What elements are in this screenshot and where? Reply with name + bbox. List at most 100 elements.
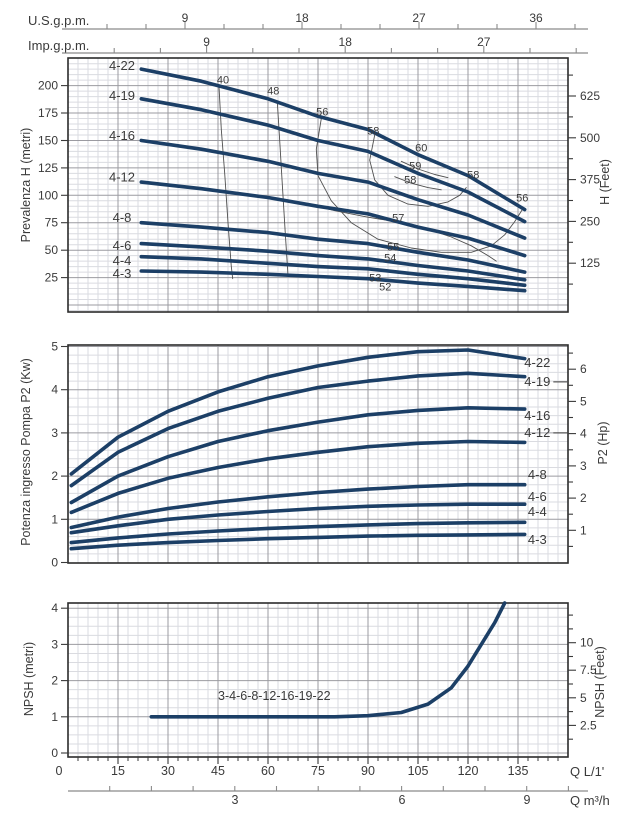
efficiency-label: 59 (409, 161, 421, 173)
us-gpm-tick-label: 27 (412, 11, 426, 25)
efficiency-contour-iso-40 (218, 86, 234, 280)
npsh-chart: 3-4-6-8-12-16-19-22 0 1 2 3 4 2.5 5 7.5 10 (51, 601, 597, 760)
curve-label-4-12: 4-12 (524, 425, 550, 440)
power-kw-tick-label: 1 (51, 512, 58, 526)
imp-gpm-tick-label: 18 (339, 35, 353, 49)
us-gpm-tick-label: 18 (295, 11, 309, 25)
head-m-tick-label: 75 (45, 216, 59, 230)
curve-4-22 (69, 348, 527, 476)
npsh-m-tick-label: 0 (51, 746, 58, 760)
efficiency-contour-iso-59-seg (400, 160, 449, 179)
npsh-m-tick-label: 1 (51, 710, 58, 724)
imp-gpm-tick-label: 9 (203, 35, 210, 49)
curve-label-4-6: 4-6 (113, 238, 132, 253)
curve-label-4-3: 4-3 (528, 532, 547, 547)
curve-4-6 (139, 241, 527, 282)
curve-4-16 (139, 138, 527, 240)
us-gpm-tick-label: 9 (182, 11, 189, 25)
efficiency-label: 56 (516, 193, 528, 205)
efficiency-label: 48 (267, 86, 279, 98)
efficiency-contour-iso-58 (369, 134, 467, 207)
efficiency-label: 58 (404, 174, 416, 186)
efficiency-label: 58 (467, 170, 479, 182)
curve-4-19 (69, 371, 527, 488)
curve-label-4-16: 4-16 (109, 128, 135, 143)
power-hp-axis-title: P2 (Hp) (596, 421, 610, 464)
curve-label-4-6: 4-6 (528, 489, 547, 504)
curve-4-8 (139, 220, 527, 274)
efficiency-label: 56 (316, 106, 328, 118)
curve-4-8 (69, 482, 527, 530)
npsh-curve-label: 3-4-6-8-12-16-19-22 (218, 689, 331, 703)
head-m-tick-label: 50 (45, 243, 59, 257)
power-hp-tick-label: 3 (580, 459, 587, 473)
curve-label-4-3: 4-3 (113, 266, 132, 281)
curve-label-4-19: 4-19 (524, 374, 550, 389)
us-gpm-tick-label: 36 (529, 11, 543, 25)
flow-m3h-unit-label: Q m³/h (570, 793, 610, 808)
curve-label-4-22: 4-22 (524, 355, 550, 370)
efficiency-label: 57 (392, 213, 404, 225)
head-feet-tick-label: 250 (580, 214, 600, 228)
flow-lmin-tick-label: 135 (508, 764, 529, 778)
flow-lmin-tick-label: 45 (211, 764, 225, 778)
efficiency-label: 60 (415, 143, 427, 155)
imp-gpm-tick-label: 27 (477, 35, 491, 49)
npsh-feet-tick-label: 10 (580, 636, 594, 650)
npsh-feet-tick-label: 5 (580, 691, 587, 705)
curve-label-4-8: 4-8 (528, 467, 547, 482)
curve-4-6 (69, 502, 527, 535)
efficiency-label: 40 (217, 75, 229, 87)
curve-4-4 (69, 520, 527, 545)
head-m-tick-label: 125 (38, 161, 58, 175)
curve-4-16 (69, 405, 527, 505)
flow-lmin-tick-label: 0 (56, 764, 63, 778)
power-hp-tick-label: 5 (580, 394, 587, 408)
curve-npsh (149, 601, 507, 719)
npsh-feet-tick-label: 7.5 (580, 663, 597, 677)
power-kw-tick-label: 5 (51, 340, 58, 354)
power-kw-tick-label: 2 (51, 469, 58, 483)
npsh-feet-tick-label: 2.5 (580, 718, 597, 732)
flow-lmin-tick-label: 120 (458, 764, 479, 778)
curve-label-4-4: 4-4 (528, 504, 547, 519)
head-chart: 4-22 4-19 4-16 4-12 4-8 4-64-44-3 40 48 56 58 60 59… (38, 57, 600, 313)
npsh-feet-axis-title: NPSH (Feet) (593, 646, 607, 718)
head-m-tick-label: 150 (38, 134, 58, 148)
curve-4-12 (69, 439, 527, 515)
efficiency-label: 53 (369, 273, 381, 285)
head-m-tick-label: 175 (38, 106, 58, 120)
power-hp-tick-label: 6 (580, 362, 587, 376)
flow-unit-scales: 9 18 27 36 9 18 27 (62, 11, 588, 54)
power-kw-tick-label: 0 (51, 556, 58, 570)
curve-label-4-12: 4-12 (109, 170, 135, 185)
power-kw-tick-label: 4 (51, 383, 58, 397)
curve-4-12 (139, 180, 527, 258)
us-gpm-scale-title: U.S.g.p.m. (28, 13, 89, 28)
head-feet-axis-title: H (Feet) (598, 159, 612, 205)
head-y-axis-title: Prevalenza H (metri) (19, 128, 33, 243)
plot-frame (67, 57, 569, 313)
power-hp-tick-label: 4 (580, 427, 587, 441)
flow-m3h-tick-label: 6 (399, 793, 406, 807)
curve-label-4-16: 4-16 (524, 408, 550, 423)
power-hp-tick-label: 2 (580, 491, 587, 505)
flow-lmin-tick-label: 75 (311, 764, 325, 778)
curve-4-4 (139, 254, 527, 288)
efficiency-label: 55 (387, 242, 399, 254)
flow-lmin-unit-label: Q L/1' (570, 764, 604, 779)
head-feet-tick-label: 625 (580, 89, 600, 103)
head-feet-tick-label: 500 (580, 131, 600, 145)
flow-lmin-tick-label: 105 (408, 764, 429, 778)
head-m-tick-label: 25 (45, 271, 59, 285)
efficiency-contour-iso-56 (315, 118, 524, 253)
imp-gpm-scale-title: Imp.g.p.m. (28, 38, 89, 53)
curve-label-4-4: 4-4 (113, 253, 132, 268)
power-y-axis-title: Potenza ingresso Pompa P2 (Kw) (19, 358, 33, 546)
flow-lmin-tick-label: 15 (111, 764, 125, 778)
npsh-m-tick-label: 2 (51, 674, 58, 688)
plot-frame (67, 344, 569, 564)
flow-m3h-tick-label: 3 (232, 793, 239, 807)
